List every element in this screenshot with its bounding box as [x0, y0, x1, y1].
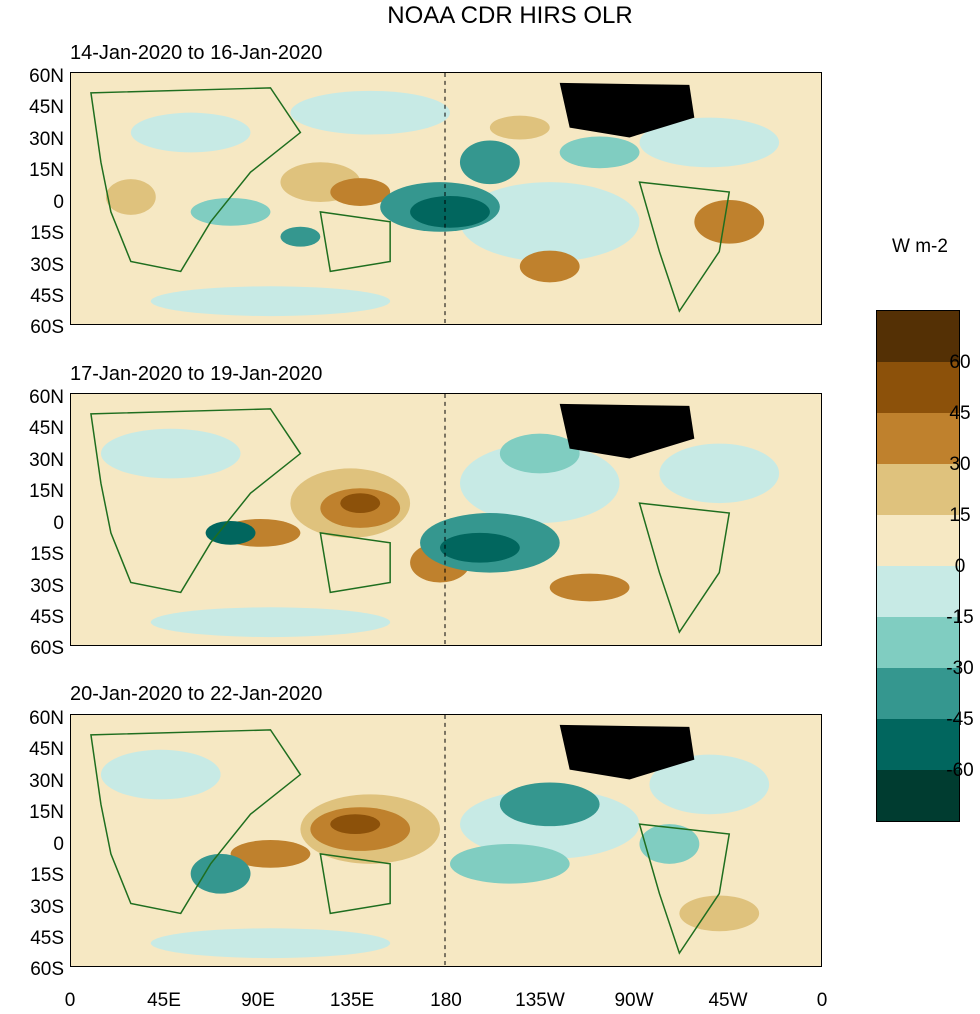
colorbar-units: W m-2 — [892, 236, 948, 257]
lat-label: 30S — [30, 576, 64, 597]
panel-3-title: 20-Jan-2020 to 22-Jan-2020 — [70, 683, 323, 705]
colorbar — [876, 310, 960, 822]
lat-label: 45N — [29, 418, 64, 439]
colorbar-segment — [877, 413, 959, 465]
lon-label: 0 — [64, 990, 76, 1011]
lat-label: 45S — [30, 286, 64, 307]
colorbar-level-label: 45 — [949, 403, 971, 424]
olr-anomaly-field-1 — [71, 73, 821, 324]
lat-label: 15N — [29, 802, 64, 823]
lat-label: 0 — [53, 192, 64, 213]
lat-label: 45S — [30, 928, 64, 949]
figure-title: NOAA CDR HIRS OLR — [387, 2, 633, 29]
colorbar-segment — [877, 566, 959, 618]
lat-label: 45N — [29, 97, 64, 118]
lat-label: 30S — [30, 255, 64, 276]
lat-label: 45N — [29, 739, 64, 760]
lon-label: 45E — [147, 990, 181, 1011]
colorbar-level-label: 0 — [954, 556, 966, 577]
lon-label: 135W — [515, 990, 565, 1011]
colorbar-level-label: -15 — [946, 607, 974, 628]
lat-label: 0 — [53, 834, 64, 855]
map-panel-1 — [70, 72, 822, 325]
lat-label: 30S — [30, 897, 64, 918]
colorbar-segment — [877, 668, 959, 720]
lat-label: 30N — [29, 450, 64, 471]
lon-label: 135E — [329, 990, 375, 1011]
lat-label: 60S — [30, 317, 64, 338]
lat-label: 45S — [30, 607, 64, 628]
lat-label: 30N — [29, 771, 64, 792]
colorbar-level-label: -60 — [946, 760, 974, 781]
lat-label: 60N — [29, 66, 64, 87]
lon-label: 90W — [614, 990, 654, 1011]
panel-1-title: 14-Jan-2020 to 16-Jan-2020 — [70, 42, 323, 64]
colorbar-segment — [877, 770, 959, 821]
colorbar-level-label: 60 — [949, 352, 971, 373]
lat-label: 60N — [29, 708, 64, 729]
colorbar-level-label: 30 — [949, 454, 971, 475]
panel-2-title: 17-Jan-2020 to 19-Jan-2020 — [70, 363, 323, 385]
lat-label: 30N — [29, 129, 64, 150]
olr-anomaly-field-2 — [71, 394, 821, 645]
lat-label: 15S — [30, 865, 64, 886]
lat-label: 60S — [30, 638, 64, 659]
lat-label: 15S — [30, 544, 64, 565]
lon-label: 90E — [241, 990, 275, 1011]
lon-label: 45W — [708, 990, 748, 1011]
lat-label: 15N — [29, 160, 64, 181]
map-panel-2 — [70, 393, 822, 646]
colorbar-level-label: -30 — [946, 658, 974, 679]
lon-label: 180 — [430, 990, 462, 1011]
lat-label: 60N — [29, 387, 64, 408]
lon-label: 0 — [816, 990, 828, 1011]
lat-label: 15S — [30, 223, 64, 244]
olr-anomaly-field-3 — [71, 715, 821, 966]
map-panel-3 — [70, 714, 822, 967]
lat-label: 60S — [30, 959, 64, 980]
lat-label: 15N — [29, 481, 64, 502]
colorbar-level-label: 15 — [949, 505, 971, 526]
lat-label: 0 — [53, 513, 64, 534]
colorbar-level-label: -45 — [946, 709, 974, 730]
colorbar-segment — [877, 617, 959, 669]
